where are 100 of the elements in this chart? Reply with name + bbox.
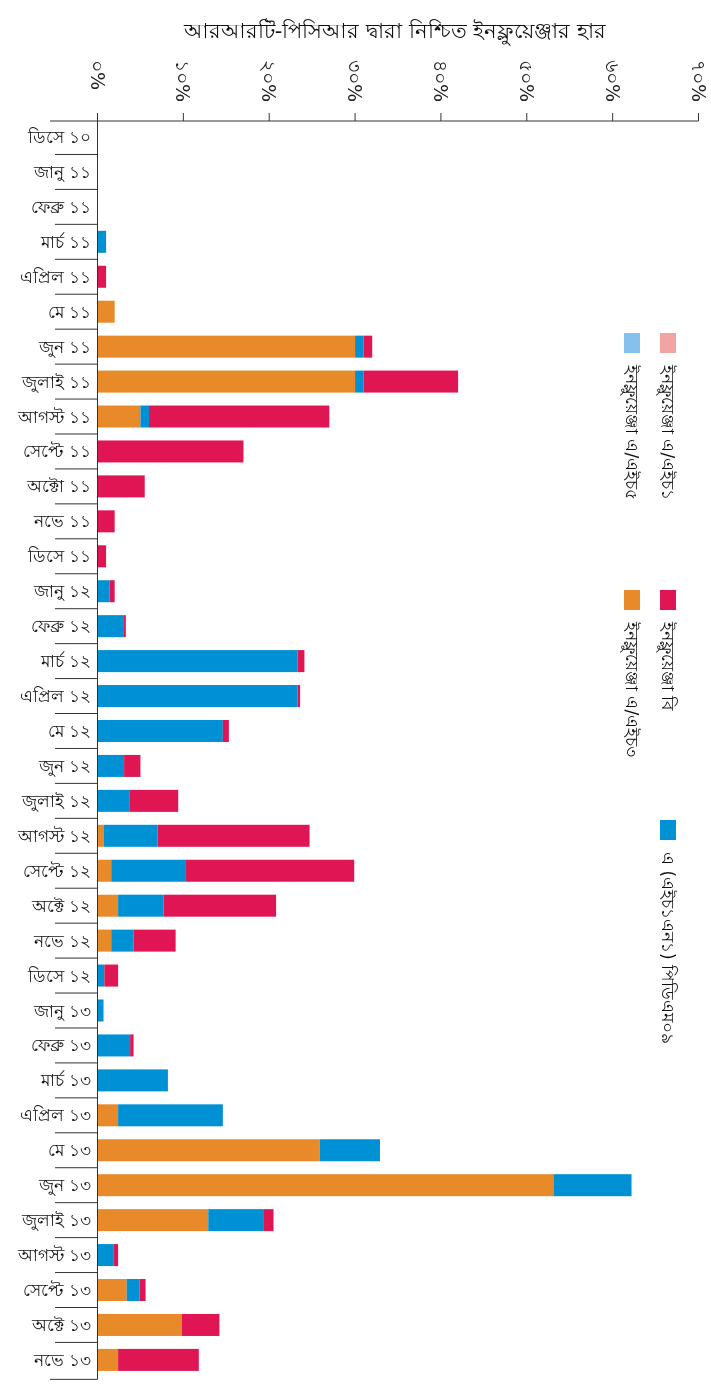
bar (97, 929, 112, 952)
y-tick-label: মে ১১ (48, 301, 92, 322)
x-tick-label: ২০% (258, 60, 281, 103)
bar (163, 894, 277, 917)
y-tick-label: মে ১২ (48, 720, 92, 741)
bar (104, 964, 119, 987)
y-tick-label: সেপ্টে ১৩ (23, 1280, 92, 1301)
legend-label: ইনফ্লুয়েঞ্জা এ/এইচ৫ (620, 364, 642, 501)
y-tick-label: অক্টে ১২ (31, 895, 92, 916)
x-tick-label: ৭০% (687, 60, 710, 103)
bar (97, 824, 104, 847)
bar (118, 894, 164, 917)
bar (103, 824, 158, 847)
bar (208, 1209, 264, 1232)
bar (553, 1174, 632, 1197)
bar (97, 685, 298, 708)
bar (97, 1348, 119, 1371)
y-tick-label: ডিসে ১০ (27, 127, 92, 147)
bar (97, 1279, 127, 1302)
legend-label: ইনফ্লুয়েঞ্জা এ/এইচ৩ (620, 621, 642, 758)
bar (97, 300, 115, 323)
x-tick-label: ১০% (172, 60, 195, 103)
bar (355, 370, 364, 393)
bar (181, 1313, 220, 1336)
legend-label: ইনফ্লুয়েঞ্জা এ/এইচ১ (656, 364, 678, 501)
y-tick-label: আগস্ট ১২ (17, 825, 92, 846)
y-tick-label: জুন ১৩ (38, 1175, 92, 1197)
y-tick-label: জুন ১২ (38, 755, 92, 777)
x-tick-label: ০% (86, 60, 109, 91)
legend-label: ইনফ্লুয়েঞ্জা বি (656, 621, 678, 712)
y-tick-label: জানু ১৩ (33, 1000, 92, 1021)
bar (97, 719, 223, 742)
bar (263, 1209, 274, 1232)
bar (118, 1104, 223, 1127)
y-tick-label: অক্টে ১৩ (31, 1314, 92, 1335)
y-tick-label: জানু ১২ (33, 581, 92, 602)
bar (185, 859, 355, 882)
bar (97, 370, 356, 393)
legend-label: এ (এইচ১এন১) পিডিএম০৯ (658, 852, 678, 1045)
y-tick-label: সেপ্টে ১২ (23, 860, 92, 881)
bar (97, 545, 107, 568)
bar (97, 230, 107, 253)
y-tick-label: অক্টো ১১ (26, 476, 92, 497)
bar (109, 580, 115, 603)
y-tick-label: ফেব্রু ১১ (31, 196, 92, 217)
bar (222, 719, 229, 742)
bar (149, 405, 330, 428)
bar (139, 1279, 146, 1302)
y-tick-label: এপ্রিল ১২ (20, 686, 92, 707)
x-tick-label: ৬০% (601, 60, 624, 103)
y-tick-label: ফেব্রু ১৩ (31, 1035, 92, 1056)
y-tick-label: মার্চ ১২ (40, 651, 92, 672)
chart-title: আরআরটি-পিসিআর দ্বারা নিশ্চিত ইনফ্লুয়েঞ্জার হার (182, 18, 607, 46)
bar (129, 789, 179, 812)
bar (97, 754, 125, 777)
bar (97, 1104, 119, 1127)
bar (140, 405, 150, 428)
y-tick-label: জুলাই ১১ (21, 371, 92, 393)
bar (97, 1244, 114, 1267)
bar (97, 859, 112, 882)
y-tick-label: মার্চ ১৩ (40, 1070, 92, 1091)
bar (97, 1209, 209, 1232)
y-tick-label: নভে ১১ (33, 511, 92, 532)
bar (97, 1139, 320, 1162)
y-tick-label: নভে ১৩ (33, 1349, 92, 1370)
y-tick-label: আগস্ট ১৩ (17, 1245, 92, 1266)
bar (97, 265, 107, 288)
bar (97, 615, 124, 638)
y-tick-label: মার্চ ১১ (40, 231, 92, 252)
bar (118, 1348, 199, 1371)
bar (97, 999, 104, 1022)
y-tick-label: মে ১৩ (48, 1140, 92, 1161)
bar (97, 1069, 168, 1092)
y-tick-label: জুলাই ১৩ (21, 1210, 92, 1232)
bar (133, 929, 176, 952)
bar (355, 335, 364, 358)
y-tick-label: আগস্ট ১১ (17, 406, 92, 427)
y-tick-label: ডিসে ১১ (27, 546, 92, 567)
y-tick-label: এপ্রিল ১১ (20, 266, 92, 287)
bar (123, 615, 126, 638)
bar (97, 440, 244, 463)
bar (363, 335, 373, 358)
bar (157, 824, 310, 847)
y-tick-label: ফেব্রু ১২ (31, 616, 92, 637)
bar (97, 1034, 131, 1057)
bar (113, 1244, 119, 1267)
x-tick-label: ৪০% (429, 60, 452, 103)
bar (124, 754, 141, 777)
bar (111, 929, 134, 952)
bar (130, 1034, 134, 1057)
bar (97, 1313, 182, 1336)
y-tick-label: জুন ১১ (38, 336, 92, 358)
y-tick-label: নভে ১২ (33, 930, 92, 951)
bar (97, 405, 141, 428)
y-tick-label: জুলাই ১২ (21, 790, 92, 812)
y-tick-label: সেপ্টে ১১ (23, 441, 92, 462)
bar (111, 859, 186, 882)
bar (97, 894, 119, 917)
bar (97, 335, 356, 358)
x-tick-label: ৩০% (344, 60, 367, 103)
